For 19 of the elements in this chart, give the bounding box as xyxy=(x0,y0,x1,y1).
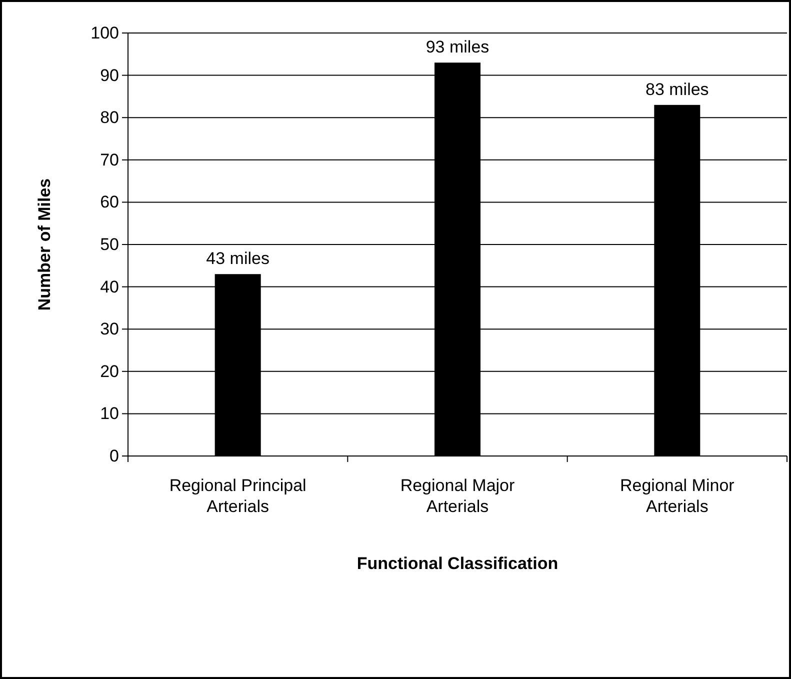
y-tick-label: 80 xyxy=(100,108,119,128)
y-axis-title: Number of Miles xyxy=(35,178,54,311)
y-tick-label: 90 xyxy=(100,66,119,85)
y-tick-label: 10 xyxy=(100,404,119,424)
data-label: 83 miles xyxy=(646,80,709,99)
y-tick-label: 70 xyxy=(100,150,119,170)
y-tick-label: 30 xyxy=(100,320,119,339)
y-tick-label: 50 xyxy=(100,234,119,254)
x-tick-label: Regional Principal Arterials xyxy=(169,476,306,516)
data-label: 43 miles xyxy=(206,249,270,268)
y-tick-label: 100 xyxy=(90,23,119,42)
x-axis-title: Functional Classification xyxy=(356,554,558,573)
y-tick-label: 40 xyxy=(100,277,119,296)
data-label: 93 miles xyxy=(426,38,490,57)
y-tick-label: 20 xyxy=(100,362,119,381)
x-tick-label: Regional Minor Arterials xyxy=(620,476,735,516)
y-tick-label: 0 xyxy=(110,446,119,466)
x-tick-label: Regional Major Arterials xyxy=(400,476,515,516)
y-tick-label: 60 xyxy=(100,192,119,212)
